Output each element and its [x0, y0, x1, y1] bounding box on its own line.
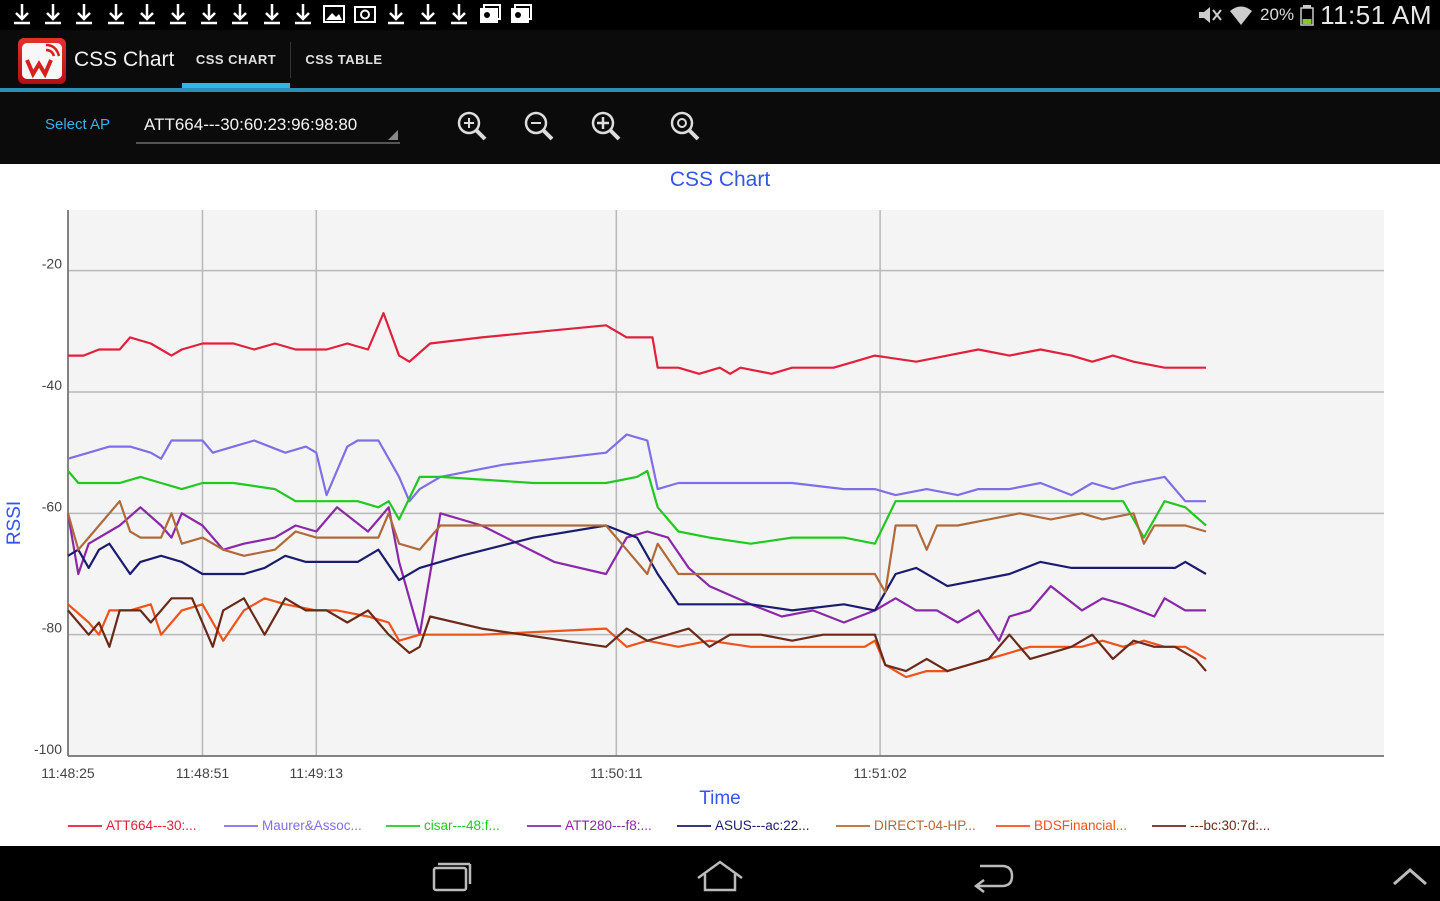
- y-tick-label: -80: [42, 620, 62, 636]
- menu-up-button[interactable]: [1380, 856, 1440, 896]
- download-icon: [10, 2, 34, 26]
- y-tick-label: -60: [42, 498, 62, 514]
- download-icon: [104, 2, 128, 26]
- series-line: [67, 433, 1206, 503]
- app-logo-icon: [18, 38, 66, 84]
- screenshot-icon: [353, 2, 377, 26]
- rssi-chart[interactable]: -20 -40 -60 -80 -100 11:48:25 11:48:51 11:49:13…: [0, 164, 1440, 846]
- tab-divider: [290, 42, 291, 78]
- download-icon: [384, 2, 408, 26]
- legend-label: DIRECT-04-HP...: [874, 818, 976, 833]
- chart-toolbar: [0, 92, 1440, 164]
- spinner-arrow-icon: [388, 130, 398, 140]
- status-bar: 20% 11:51 AM: [0, 0, 1440, 30]
- legend-label: ATT280---f8:...: [565, 818, 652, 833]
- action-bar-divider: [0, 88, 1440, 92]
- x-tick-label: 11:51:02: [853, 765, 907, 781]
- x-tick-label: 11:49:13: [290, 765, 344, 781]
- tab-css-chart[interactable]: CSS CHART: [182, 30, 290, 88]
- zoom-in-icon: [457, 111, 487, 141]
- home-icon: [697, 860, 743, 892]
- series-line: [66, 500, 1207, 594]
- legend-label: ASUS---ac:22...: [715, 818, 810, 833]
- battery-percent: 20%: [1260, 5, 1295, 24]
- photo-icon: [478, 2, 502, 26]
- back-icon: [973, 864, 1014, 893]
- series-line: [67, 469, 1207, 545]
- zoom-reset-button[interactable]: [667, 108, 703, 144]
- legend-label: ---bc:30:7d:...: [1190, 818, 1270, 833]
- home-button[interactable]: [690, 856, 750, 896]
- photo-icon: [509, 2, 533, 26]
- x-tick-label: 11:48:25: [41, 765, 95, 781]
- menu-up-icon: [1393, 868, 1427, 886]
- series-line: [67, 597, 1207, 673]
- status-indicators: 20% 11:51 AM: [1196, 0, 1432, 30]
- back-button[interactable]: [962, 856, 1022, 896]
- zoom-in-icon: [591, 111, 621, 141]
- wifi-icon: [1230, 6, 1253, 25]
- legend-label: cisar---48:f...: [424, 818, 500, 833]
- chart-title: CSS Chart: [669, 168, 771, 191]
- download-icon: [72, 2, 96, 26]
- download-icon: [291, 2, 315, 26]
- tab-label: CSS TABLE: [305, 51, 383, 67]
- tab-label: CSS CHART: [195, 51, 277, 67]
- download-icon: [135, 2, 159, 26]
- series-line: [68, 312, 1206, 375]
- zoom-reset-icon: [670, 111, 700, 141]
- download-icon: [166, 2, 190, 26]
- legend-label: BDSFinancial...: [1034, 818, 1127, 833]
- zoom-in-alt-button[interactable]: [588, 108, 624, 144]
- download-icon: [447, 2, 471, 26]
- download-icon: [228, 2, 252, 26]
- ap-spinner-value: ATT664---30:60:23:96:98:80: [144, 115, 358, 134]
- zoom-in-button[interactable]: [454, 108, 490, 144]
- mute-icon: [1199, 7, 1222, 23]
- select-ap-label: Select AP: [45, 116, 111, 133]
- zoom-out-icon: [524, 111, 554, 141]
- image-icon: [322, 2, 346, 26]
- y-tick-label: -20: [42, 256, 62, 272]
- action-bar: [0, 30, 1440, 88]
- ap-spinner[interactable]: ATT664---30:60:23:96:98:80: [136, 112, 400, 144]
- battery-charging-icon: [1300, 5, 1314, 26]
- legend-label: Maurer&Assoc...: [262, 818, 362, 833]
- x-axis-title: Time: [699, 788, 741, 809]
- series-line: [67, 524, 1207, 612]
- download-icon: [416, 2, 440, 26]
- recent-apps-button[interactable]: [420, 856, 480, 896]
- y-axis-title: RSSI: [4, 501, 25, 545]
- series-line: [66, 506, 1206, 642]
- status-clock: 11:51 AM: [1320, 0, 1432, 30]
- series-line: [67, 597, 1207, 679]
- download-icon: [197, 2, 221, 26]
- download-icon: [41, 2, 65, 26]
- legend-label: ATT664---30:...: [106, 818, 197, 833]
- tab-css-table[interactable]: CSS TABLE: [291, 30, 397, 88]
- x-tick-label: 11:50:11: [590, 765, 643, 781]
- x-tick-label: 11:48:51: [176, 765, 230, 781]
- app-title: CSS Chart: [74, 48, 175, 71]
- zoom-out-button[interactable]: [521, 108, 557, 144]
- download-icon: [260, 2, 284, 26]
- recent-apps-icon: [432, 862, 472, 892]
- y-tick-label: -100: [34, 741, 62, 757]
- y-tick-label: -40: [42, 377, 62, 393]
